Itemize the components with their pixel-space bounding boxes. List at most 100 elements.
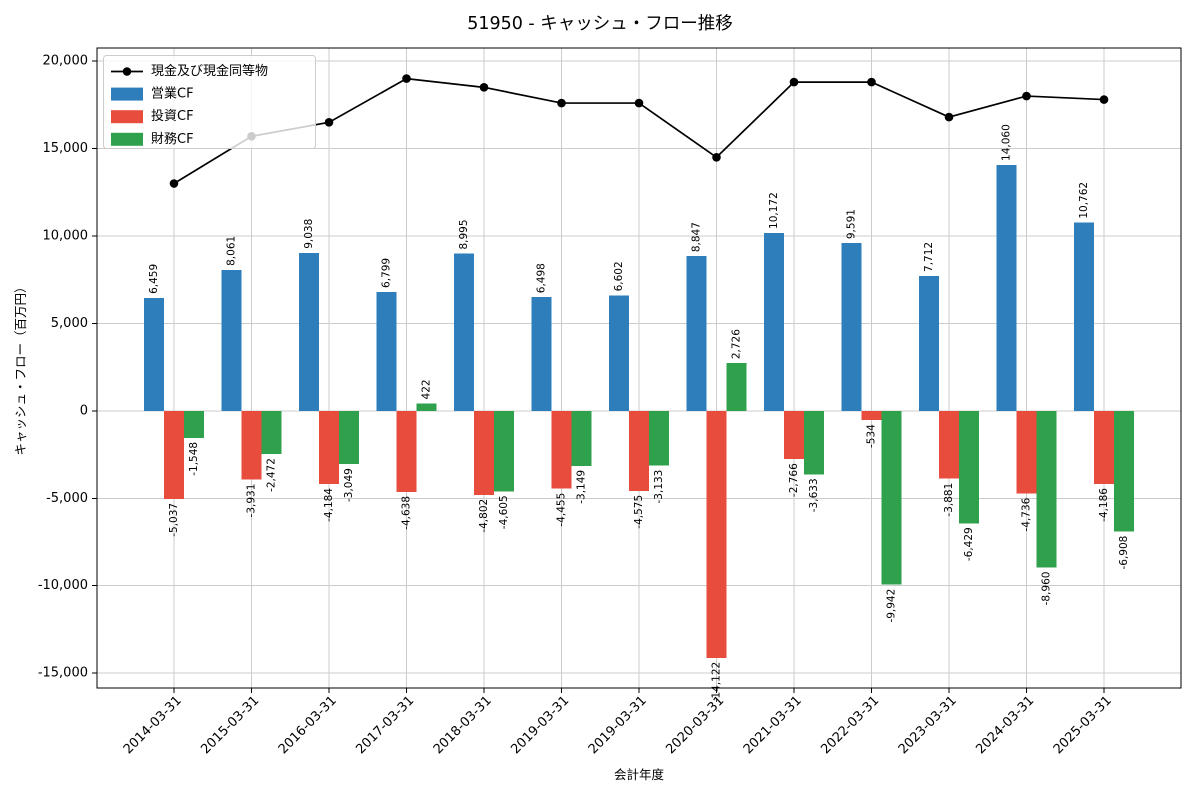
bar-営業CF xyxy=(221,269,242,411)
bar-投資CF xyxy=(1094,410,1114,485)
bars xyxy=(144,164,1134,658)
x-axis-label: 会計年度 xyxy=(614,767,665,782)
bar-営業CF xyxy=(609,295,629,411)
x-tick-label: 2016-03-31 xyxy=(276,693,340,757)
bar-財務CF xyxy=(494,410,514,492)
line-marker xyxy=(1022,91,1031,101)
bar-value-label: -5,037 xyxy=(168,503,180,537)
bar-財務CF xyxy=(184,410,204,438)
bar-value-label: 422 xyxy=(421,379,433,399)
bar-財務CF xyxy=(959,410,979,524)
y-axis-label: キャッシュ・フロー（百万円） xyxy=(13,280,28,455)
bar-value-label: -9,942 xyxy=(886,589,898,623)
bar-財務CF xyxy=(571,410,592,466)
line-marker xyxy=(402,74,411,83)
line-marker xyxy=(1099,95,1109,104)
bar-value-label: -3,633 xyxy=(808,478,820,512)
bar-value-label: 6,799 xyxy=(381,258,393,288)
y-tick-label: 10,000 xyxy=(43,228,89,243)
bar-value-label: 6,602 xyxy=(613,261,625,291)
bar-value-label: -1,548 xyxy=(188,442,200,476)
bar-財務CF xyxy=(1114,410,1134,532)
bar-value-label: 6,459 xyxy=(148,264,160,294)
bar-value-label: -8,960 xyxy=(1041,572,1053,606)
x-tick-label: 2024-03-31 xyxy=(973,693,1037,757)
bar-value-label: 6,498 xyxy=(536,263,548,293)
legend-label: 現金及び現金同等物 xyxy=(151,63,268,79)
bar-投資CF xyxy=(629,410,649,491)
x-tick-label: 2019-03-31 xyxy=(508,693,572,757)
legend-swatch xyxy=(111,132,143,146)
bar-value-label: 8,847 xyxy=(691,222,703,252)
bar-営業CF xyxy=(299,252,319,411)
bar-value-label: -4,802 xyxy=(478,499,490,533)
legend-line-marker xyxy=(122,67,132,76)
bar-value-label: 10,172 xyxy=(768,192,780,229)
line-marker xyxy=(634,98,644,108)
bar-value-label: -4,184 xyxy=(323,488,335,522)
x-tick-label: 2017-03-31 xyxy=(353,693,417,757)
bar-投資CF xyxy=(474,410,494,495)
bar-value-label: 2,726 xyxy=(731,329,743,359)
bar-投資CF xyxy=(1016,410,1037,494)
bar-value-label: -6,429 xyxy=(963,527,975,561)
bar-営業CF xyxy=(531,297,552,411)
bar-value-label: -6,908 xyxy=(1118,536,1130,570)
bar-labels: 6,459 8,061 9,038 6,799 8,995 6,498 6,602 8,847… xyxy=(148,124,1130,702)
bar-value-label: -4,575 xyxy=(633,495,645,529)
bar-value-label: -4,186 xyxy=(1098,488,1110,522)
bar-value-label: -14,122 xyxy=(711,662,723,703)
bar-営業CF xyxy=(454,253,474,411)
line-marker xyxy=(944,112,954,122)
chart-title: 51950 - キャッシュ・フロー推移 xyxy=(467,14,733,34)
line-marker xyxy=(169,179,179,188)
bar-value-label: -3,133 xyxy=(653,470,665,504)
y-tick-label: 15,000 xyxy=(43,141,89,156)
line-marker xyxy=(479,83,489,92)
bar-value-label: -4,605 xyxy=(498,495,510,529)
bar-value-label: 8,061 xyxy=(226,236,238,266)
bar-投資CF xyxy=(784,410,804,460)
bar-営業CF xyxy=(144,297,164,411)
bar-value-label: -534 xyxy=(866,424,878,448)
x-tick-label: 2023-03-31 xyxy=(896,693,960,757)
y-tick-label: 5,000 xyxy=(51,316,88,331)
bar-value-label: -4,736 xyxy=(1021,497,1033,531)
bar-財務CF xyxy=(339,410,359,465)
y-tick-label: -15,000 xyxy=(38,666,88,681)
bar-投資CF xyxy=(551,410,572,489)
x-tick-label: 2014-03-31 xyxy=(121,693,185,757)
bar-営業CF xyxy=(996,164,1017,411)
line-marker xyxy=(324,118,334,127)
bar-value-label: -2,766 xyxy=(788,463,800,497)
x-tick-label: 2018-03-31 xyxy=(431,693,495,757)
bar-営業CF xyxy=(376,291,397,411)
line-marker xyxy=(867,77,876,87)
y-tick-label: 20,000 xyxy=(43,54,89,69)
line-marker xyxy=(712,152,721,162)
line-marker xyxy=(557,98,566,108)
bar-投資CF xyxy=(706,410,727,658)
bar-財務CF xyxy=(1036,410,1057,568)
bar-value-label: -3,881 xyxy=(943,483,955,517)
legend-box xyxy=(103,55,316,149)
y-tick-label: 0 xyxy=(80,403,88,418)
bar-営業CF xyxy=(686,256,707,411)
legend-swatch xyxy=(111,87,143,101)
bar-営業CF xyxy=(1074,222,1094,411)
legend-label: 投資CF xyxy=(151,108,194,124)
bar-value-label: -3,931 xyxy=(246,484,258,518)
legend-label: 営業CF xyxy=(151,86,194,102)
bar-投資CF xyxy=(396,410,417,492)
bar-投資CF xyxy=(241,410,262,480)
bar-value-label: -3,049 xyxy=(343,468,355,502)
legend-label: 財務CF xyxy=(151,132,194,147)
cash-line xyxy=(169,74,1109,188)
bar-value-label: 8,995 xyxy=(458,219,470,249)
y-tick-label: -10,000 xyxy=(38,578,88,593)
x-tick-label: 2019-03-31 xyxy=(586,693,650,757)
bar-財務CF xyxy=(649,410,669,466)
